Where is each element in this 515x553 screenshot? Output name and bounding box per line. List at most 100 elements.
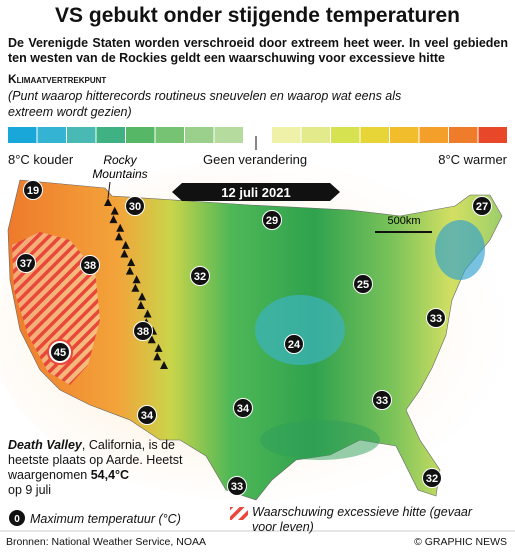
mountain xyxy=(121,240,130,249)
mountain xyxy=(120,249,129,258)
temp-marker xyxy=(353,274,373,294)
mountain xyxy=(138,292,147,301)
pointer xyxy=(107,181,111,199)
temp-marker xyxy=(137,405,157,425)
temp-value: 33 xyxy=(376,395,388,407)
mountain xyxy=(131,283,140,292)
scale-swatch xyxy=(8,127,37,143)
color-scale xyxy=(8,127,507,143)
subtitle: De Verenigde Staten worden verschroeid d… xyxy=(8,36,508,65)
scale-swatch xyxy=(478,127,507,143)
death-valley-note: Death Valley, California, is de heetste … xyxy=(8,438,188,498)
banner-tip xyxy=(172,183,182,201)
mountain xyxy=(160,361,168,369)
scale-swatch xyxy=(449,127,478,143)
temp-value: 25 xyxy=(357,279,369,291)
heat-warning-area xyxy=(12,232,100,385)
scale-swatch xyxy=(126,127,155,143)
key-marker-value: 0 xyxy=(14,514,20,525)
banner-tip xyxy=(330,183,340,201)
scale-swatch xyxy=(67,127,96,143)
date: 12 juli 2021 xyxy=(221,185,290,200)
warning-label: Waarschuwing excessieve hitte (gevaar vo… xyxy=(252,505,473,534)
mountain xyxy=(132,275,141,284)
mountain xyxy=(116,223,125,232)
scale-swatch xyxy=(331,127,360,143)
mountains-label-line: Rocky xyxy=(103,153,137,167)
temp-value: 27 xyxy=(476,201,488,213)
mountain xyxy=(125,266,134,275)
scale-swatch xyxy=(301,127,330,143)
temp-value: 38 xyxy=(137,326,149,338)
temp-marker xyxy=(233,398,253,418)
temp-marker xyxy=(50,342,70,362)
scale-left: 8°C kouder xyxy=(8,152,74,167)
mountain xyxy=(153,352,162,361)
green-area xyxy=(260,420,380,460)
scale-swatch xyxy=(185,127,214,143)
scale-center-label: Geen verandering xyxy=(203,152,308,167)
temp-marker xyxy=(125,196,145,216)
temp-value: 34 xyxy=(141,410,154,422)
temp-value: 38 xyxy=(84,260,96,272)
key-label: Maximum temperatuur (°C) xyxy=(30,512,181,526)
mountain xyxy=(143,309,152,318)
temp-value: 30 xyxy=(129,201,141,213)
scale-swatch xyxy=(390,127,419,143)
temp-marker xyxy=(23,180,43,200)
scale-swatch xyxy=(360,127,389,143)
scale-swatch xyxy=(96,127,125,143)
temperatures: 19 30 29 27 37 38 32 25 33 38 24 45 34 34 33 33 32 xyxy=(16,180,492,496)
note-text: , California, is de heetste plaats op Aa… xyxy=(8,438,183,482)
temp-marker xyxy=(16,253,36,273)
temp-value: 33 xyxy=(430,313,442,325)
temp-marker xyxy=(284,334,304,354)
mountains-label: Rocky Mountains xyxy=(92,153,147,181)
note-place: Death Valley xyxy=(8,438,82,452)
legend-heading: Klimaatvertrekpunt xyxy=(8,72,107,86)
warning-swatch xyxy=(230,507,248,520)
temp-marker xyxy=(262,210,282,230)
temp-value: 32 xyxy=(194,271,206,283)
scale-swatch xyxy=(37,127,66,143)
scale-swatch xyxy=(272,127,301,143)
scale-swatch xyxy=(155,127,184,143)
temp-value: 29 xyxy=(266,215,278,227)
mountain xyxy=(154,343,163,352)
scale-label: 500km xyxy=(387,215,420,227)
temp-marker xyxy=(133,321,153,341)
scale-swatch xyxy=(214,127,243,143)
mountain xyxy=(110,206,119,215)
credit: © GRAPHIC NEWS xyxy=(414,536,507,548)
mountain xyxy=(109,215,118,224)
mountain xyxy=(136,300,145,309)
title: VS gebukt onder stijgende temperaturen xyxy=(55,4,460,27)
mountain xyxy=(114,232,123,241)
temp-value: 33 xyxy=(231,481,243,493)
temp-marker xyxy=(227,476,247,496)
temp-marker xyxy=(80,255,100,275)
temp-value: 45 xyxy=(54,347,66,359)
cool-area xyxy=(435,220,485,280)
scale-swatch xyxy=(419,127,448,143)
legend-description: (Punt waarop hitterecords routineus sneu… xyxy=(8,89,402,119)
temp-marker xyxy=(422,468,442,488)
mountains-label-line: Mountains xyxy=(92,167,147,181)
temp-marker xyxy=(472,196,492,216)
temp-value: 19 xyxy=(27,185,39,197)
temp-value: 24 xyxy=(288,339,301,351)
key-marker xyxy=(9,510,25,526)
source: Bronnen: National Weather Service, NOAA xyxy=(6,536,206,548)
cool-area xyxy=(255,295,345,365)
scale-right: 8°C warmer xyxy=(438,152,507,167)
mountain xyxy=(127,258,136,267)
temp-marker xyxy=(190,266,210,286)
note-record: 54,4°C xyxy=(90,468,130,482)
temp-value: 32 xyxy=(426,473,438,485)
mountain xyxy=(104,198,112,206)
temp-value: 34 xyxy=(237,403,250,415)
date-banner xyxy=(182,183,330,201)
mountain xyxy=(147,335,156,344)
